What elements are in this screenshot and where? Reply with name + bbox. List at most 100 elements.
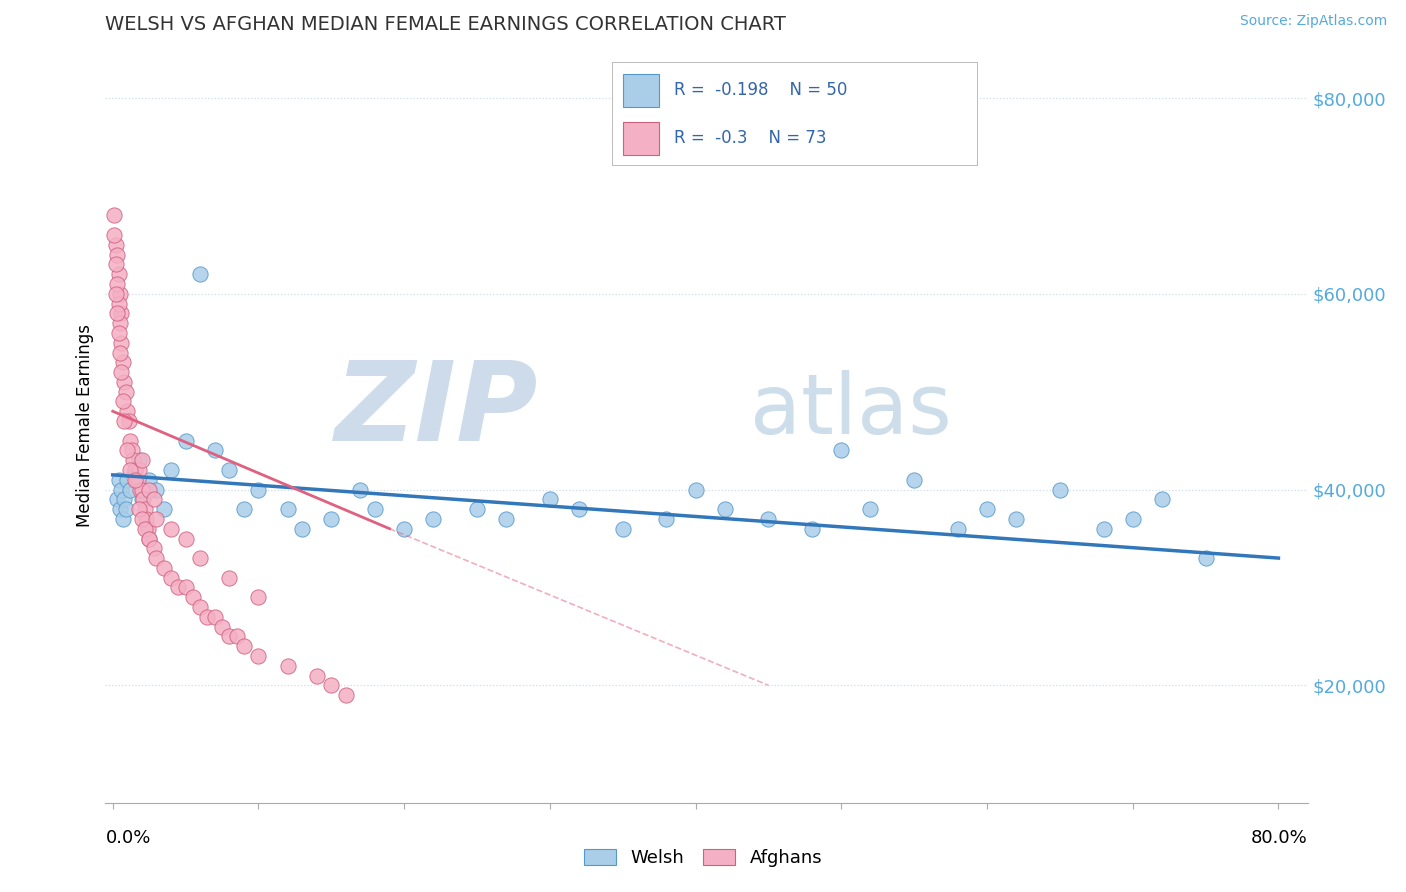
Point [801,522,824,536]
Point [211,619,233,633]
Point [197,609,219,624]
Point [128,453,150,467]
Point [112,414,135,428]
Point [145,551,167,566]
Point [115,384,138,399]
Point [1150,492,1173,507]
Point [1092,522,1115,536]
Point [713,502,735,516]
Text: R =  -0.3    N = 73: R = -0.3 N = 73 [673,129,827,147]
Point [335,688,357,702]
Point [218,571,240,585]
Point [392,522,415,536]
Point [111,394,134,409]
Point [132,492,155,507]
Point [830,443,852,458]
Point [758,512,780,526]
Point [218,629,240,643]
Point [145,512,167,526]
Point [465,502,488,516]
Point [1049,483,1071,497]
Point [247,648,270,663]
Point [1005,512,1028,526]
Point [110,335,132,350]
Point [129,483,152,497]
Text: R =  -0.198    N = 50: R = -0.198 N = 50 [673,81,848,99]
Legend: Welsh, Afghans: Welsh, Afghans [576,841,830,874]
Point [112,492,135,507]
Point [112,375,135,389]
Point [124,463,146,477]
Point [110,306,132,320]
Point [685,483,707,497]
Bar [623,74,659,106]
Point [117,443,139,458]
Point [291,522,314,536]
Point [188,600,211,615]
Text: atlas: atlas [749,370,952,451]
Point [117,473,139,487]
Point [859,502,882,516]
Point [138,473,160,487]
Point [104,237,127,252]
Point [946,522,969,536]
Point [111,512,134,526]
Point [108,286,131,301]
Point [305,668,328,682]
Point [1194,551,1216,566]
Point [111,355,134,369]
Point [138,483,160,497]
Point [655,512,678,526]
Point [160,571,183,585]
Point [232,502,254,516]
Point [903,473,925,487]
Point [138,532,160,546]
Point [321,678,343,692]
Point [105,492,128,507]
Point [247,591,270,605]
Point [104,257,127,271]
Point [422,512,444,526]
Point [110,365,132,379]
Point [204,443,226,458]
Point [142,541,165,556]
Text: WELSH VS AFGHAN MEDIAN FEMALE EARNINGS CORRELATION CHART: WELSH VS AFGHAN MEDIAN FEMALE EARNINGS C… [105,14,786,34]
Point [103,209,125,223]
Point [152,561,174,575]
Point [174,434,197,448]
Point [103,228,125,243]
Point [135,512,157,526]
Point [174,581,197,595]
Point [976,502,998,516]
Point [115,502,138,516]
Point [136,522,159,536]
Point [1122,512,1144,526]
Point [127,473,149,487]
Y-axis label: Median Female Earnings: Median Female Earnings [76,325,94,527]
Point [495,512,517,526]
Point [225,629,247,643]
Point [105,277,128,291]
Point [120,483,142,497]
Point [247,483,270,497]
Point [277,658,299,673]
Point [152,502,174,516]
Point [108,316,131,330]
Point [181,591,204,605]
Point [117,404,139,418]
Point [145,483,167,497]
Point [612,522,634,536]
Point [277,502,299,516]
Point [104,286,127,301]
Text: 0.0%: 0.0% [105,829,150,847]
Point [174,532,197,546]
Bar [623,122,659,155]
Point [349,483,371,497]
Point [131,512,153,526]
Point [107,296,129,310]
Point [108,345,131,359]
Point [167,581,190,595]
Point [364,502,387,516]
Point [160,463,183,477]
Point [125,473,148,487]
